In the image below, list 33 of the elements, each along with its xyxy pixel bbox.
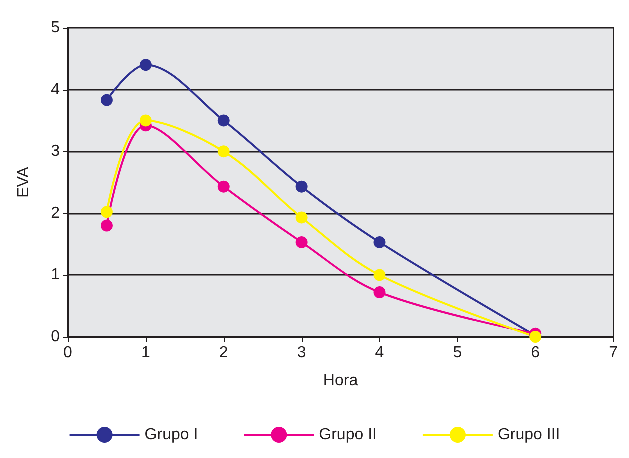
x-tick-label: 7 xyxy=(609,344,618,362)
y-tick-label: 5 xyxy=(51,20,60,36)
x-tick-label: 2 xyxy=(219,344,228,362)
x-axis-title: Hora xyxy=(323,372,358,390)
point xyxy=(100,206,113,218)
y-tick-label: 2 xyxy=(51,204,60,222)
point xyxy=(140,114,152,127)
legend-label: Grupo I xyxy=(144,426,198,444)
point xyxy=(374,269,386,282)
x-tick-label: 6 xyxy=(531,344,540,362)
y-tick-label: 4 xyxy=(51,81,60,98)
point xyxy=(140,59,152,72)
x-tick-label: 3 xyxy=(297,344,306,362)
point xyxy=(218,146,230,158)
x-tick-label: 4 xyxy=(375,344,384,362)
x-tick-label: 5 xyxy=(453,344,462,362)
point xyxy=(374,236,386,248)
y-axis-title: EVA xyxy=(16,166,32,198)
legend-label: Grupo II xyxy=(319,426,377,444)
y-tick-label: 3 xyxy=(51,143,60,160)
point xyxy=(296,236,308,248)
point xyxy=(374,286,386,298)
point xyxy=(296,212,308,224)
y-tick-label: 1 xyxy=(51,266,60,284)
point xyxy=(100,94,113,106)
x-tick-label: 0 xyxy=(64,344,73,362)
point xyxy=(218,114,230,127)
point xyxy=(100,220,113,232)
point xyxy=(296,180,308,193)
y-tick-label: 0 xyxy=(51,328,60,346)
legend-label: Grupo III xyxy=(498,426,560,444)
point xyxy=(218,180,230,193)
x-tick-label: 1 xyxy=(141,344,150,362)
